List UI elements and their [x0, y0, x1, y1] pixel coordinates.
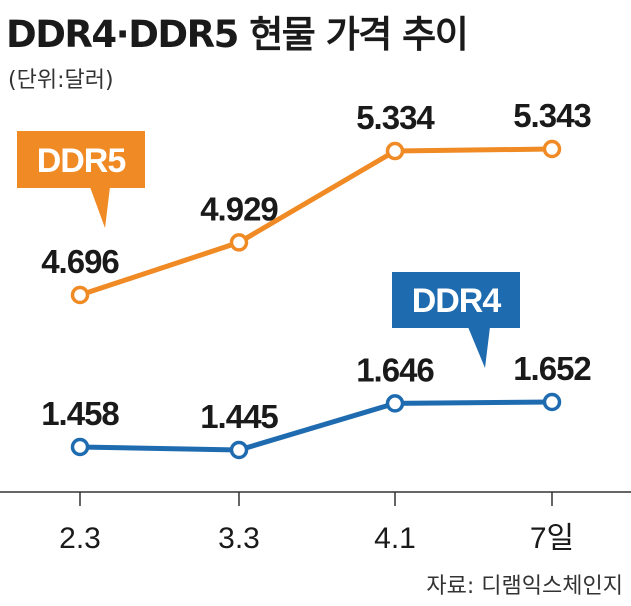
ddr4-data-point	[229, 440, 249, 460]
ddr5-data-label: 4.696	[41, 243, 119, 280]
ddr5-data-label: 5.343	[513, 97, 591, 134]
ddr4-tag-box	[392, 272, 520, 328]
ddr5-data-point	[542, 139, 562, 159]
x-tick-label: 3.3	[218, 522, 260, 555]
source-note: 자료: 디램익스체인지	[426, 574, 623, 599]
ddr5-tag-box	[17, 131, 145, 188]
ddr5-tag-pointer	[90, 187, 110, 228]
ddr4-tag-pointer	[468, 327, 490, 368]
chart-title: DDR4·DDR5 현물 가격 추이	[6, 13, 469, 56]
x-tick-label: 2.3	[59, 522, 101, 555]
ddr4-data-point	[385, 394, 405, 413]
x-tick-label: 7일	[530, 522, 574, 555]
ddr5-data-point	[385, 141, 405, 161]
ddr4-data-point	[70, 437, 90, 457]
ddr4-data-label: 1.458	[41, 395, 119, 432]
ddr4-series-name: DDR4	[412, 282, 502, 320]
ddr5-data-label: 4.929	[200, 190, 278, 227]
ddr5-data-point	[229, 233, 249, 252]
ddr4-series-line	[79, 399, 553, 453]
ddr5-series-line	[79, 146, 553, 298]
ddr5-series-name: DDR5	[37, 142, 126, 180]
ddr4-data-label: 1.652	[513, 350, 591, 387]
ddr4-data-point	[542, 392, 562, 412]
ddr5-data-label: 5.334	[356, 99, 435, 136]
ddr4-data-label: 1.445	[200, 398, 278, 435]
ddr4-data-label: 1.646	[356, 351, 434, 388]
x-tick-label: 4.1	[374, 522, 416, 555]
unit-label: (단위:달러)	[8, 68, 114, 93]
ddr5-data-point	[70, 285, 90, 305]
